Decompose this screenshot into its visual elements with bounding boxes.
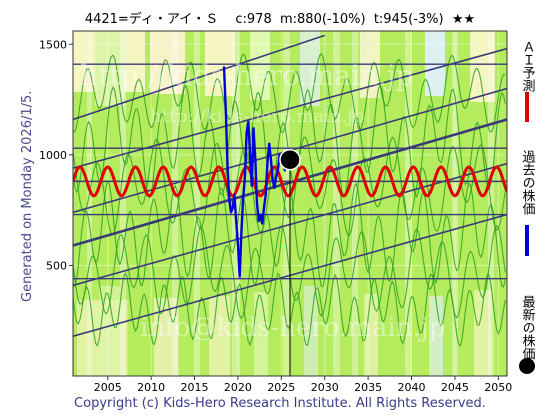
light-band [333, 31, 340, 376]
pale-patch [300, 31, 320, 106]
y-tick-label: 500 [46, 259, 67, 272]
green-band-line [73, 136, 506, 237]
pale-patch [254, 292, 268, 376]
pale-patch [209, 296, 230, 376]
x-tick-label: 2030 [311, 381, 339, 394]
pale-patch [304, 286, 318, 376]
trend-line [73, 47, 507, 169]
past-price-line [222, 66, 291, 278]
green-band-line [73, 224, 506, 320]
x-tick-label: 2050 [484, 381, 512, 394]
x-axis-ticks: 2005 2010 2015 2020 2025 2030 2035 2040 2045 2050 [94, 376, 512, 394]
light-band [172, 31, 178, 376]
copyright-text: Copyright (c) Kids-Hero Research Institu… [74, 396, 486, 411]
light-band [405, 31, 412, 376]
past-price-path [222, 66, 291, 278]
x-tick-label: 2005 [94, 381, 122, 394]
svg-text:info@kids-hero.main.jp: info@kids-hero.main.jp [140, 313, 445, 343]
pale-patch [474, 290, 492, 376]
light-band [283, 31, 290, 376]
x-tick-label: 2045 [441, 381, 469, 394]
trend-line [73, 34, 325, 121]
watermark: http://kids-hero.main.jp http://kids-her… [80, 59, 445, 343]
x-tick-label: 2020 [224, 381, 252, 394]
light-band [195, 31, 200, 376]
legend-swatch-latest [519, 358, 535, 374]
x-tick-label: 2025 [267, 381, 295, 394]
svg-text:http://kids-hero.main.jp: http://kids-hero.main.jp [150, 106, 364, 127]
light-band [120, 31, 126, 376]
generated-date-label: Generated on Monday 2026/1/5. [20, 90, 35, 302]
x-tick-label: 2035 [354, 381, 382, 394]
pale-patch [154, 298, 179, 376]
latest-price-marker [279, 148, 301, 376]
latest-price-dot [279, 148, 301, 171]
legend-label-ai: ＡＩ予測 [520, 40, 536, 92]
y-axis-ticks: 500 1000 1500 [39, 38, 73, 272]
x-tick-label: 2010 [137, 381, 165, 394]
legend-label-latest: 最新の株価 [520, 295, 536, 360]
light-band [352, 31, 358, 376]
light-band [87, 31, 92, 376]
x-tick-label: 2015 [181, 381, 209, 394]
x-tick-label: 2040 [398, 381, 426, 394]
pale-patch [99, 286, 120, 376]
svg-text:http://kids-hero.main.jp: http://kids-hero.main.jp [80, 59, 413, 92]
y-tick-label: 1000 [39, 149, 67, 162]
pale-patch [429, 296, 443, 376]
chart-header: 4421=ディ・アイ・Ｓ c:978 m:880(-10%) t:945(-3%… [84, 12, 476, 27]
y-tick-label: 1500 [39, 38, 67, 51]
pale-patch [364, 294, 378, 376]
pale-patch [250, 31, 270, 100]
legend-label-past: 過去の株価 [520, 150, 536, 215]
